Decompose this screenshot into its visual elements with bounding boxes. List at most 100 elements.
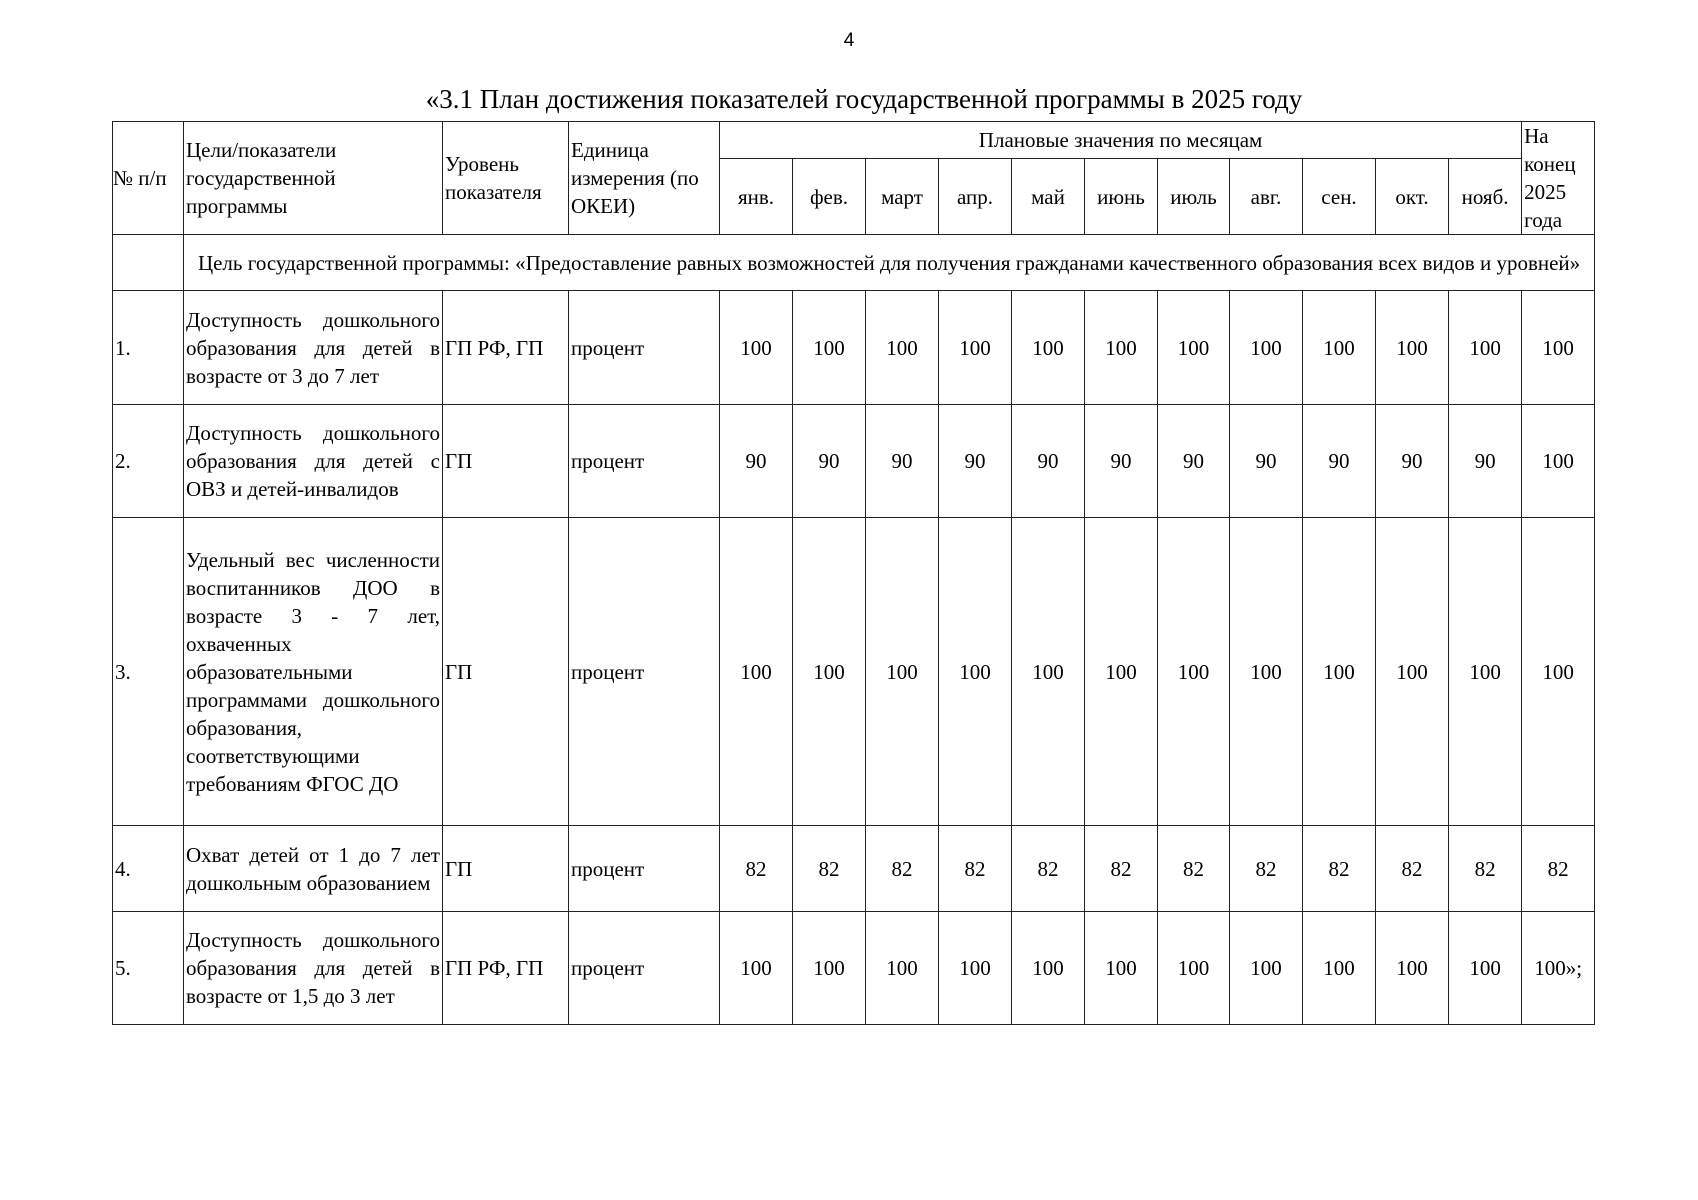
month-value: 100 [792, 290, 866, 405]
goal-row: Цель государственной программы: «Предост… [182, 234, 1596, 291]
month-value: 90 [1229, 404, 1303, 518]
header-month: нояб. [1447, 158, 1523, 235]
year-end-value: 100 [1521, 517, 1596, 826]
month-value: 100 [1157, 290, 1230, 405]
month-value: 100 [1375, 290, 1449, 405]
month-value: 100 [1302, 290, 1376, 405]
table-row: 2. Доступность дошкольного образования дл… [112, 404, 1596, 518]
month-value: 100 [938, 290, 1012, 405]
year-end-value: 100»; [1521, 911, 1596, 1025]
table-row: 5. Доступность дошкольного образования дл… [112, 911, 1596, 1025]
month-value: 82 [792, 825, 866, 912]
month-value: 90 [1375, 404, 1449, 518]
header-month: май [1011, 158, 1085, 235]
header-num: № п/п [112, 121, 184, 235]
year-end-value: 100 [1521, 290, 1596, 405]
month-value: 82 [1375, 825, 1449, 912]
indicator-name: Охват детей от 1 до 7 лет дошкольным обр… [183, 825, 443, 912]
indicator-unit: процент [568, 404, 720, 518]
header-month: авг. [1229, 158, 1303, 235]
indicator-level: ГП [442, 404, 569, 518]
goal-row-num [112, 234, 184, 291]
month-value: 90 [719, 404, 793, 518]
indicator-name: Удельный вес численности воспитанников Д… [183, 517, 443, 826]
month-value: 100 [792, 911, 866, 1025]
month-value: 100 [1375, 911, 1449, 1025]
month-value: 82 [1229, 825, 1303, 912]
indicator-unit: процент [568, 911, 720, 1025]
month-value: 100 [1229, 290, 1303, 405]
header-month: окт. [1375, 158, 1449, 235]
header-month: фев. [792, 158, 866, 235]
page-title: «3.1 План достижения показателей государ… [425, 84, 1303, 114]
month-value: 82 [1447, 825, 1523, 912]
indicator-unit: процент [568, 825, 720, 912]
header-month: апр. [938, 158, 1012, 235]
month-value: 82 [1302, 825, 1376, 912]
row-number: 2. [112, 404, 184, 518]
month-value: 90 [938, 404, 1012, 518]
month-value: 90 [1157, 404, 1230, 518]
month-value: 100 [1229, 517, 1303, 826]
indicator-name: Доступность дошкольного образования для … [183, 911, 443, 1025]
month-value: 100 [1447, 517, 1523, 826]
month-value: 100 [1157, 911, 1230, 1025]
indicator-name: Доступность дошкольного образования для … [183, 404, 443, 518]
month-value: 100 [1302, 517, 1376, 826]
month-value: 90 [792, 404, 866, 518]
header-month: июнь [1084, 158, 1158, 235]
month-value: 82 [719, 825, 793, 912]
month-value: 90 [1084, 404, 1158, 518]
table-row: 1. Доступность дошкольного образования дл… [112, 290, 1596, 405]
header-month: янв. [719, 158, 793, 235]
header-month: июль [1157, 158, 1230, 235]
month-value: 82 [1011, 825, 1085, 912]
row-number: 1. [112, 290, 184, 405]
month-value: 90 [865, 404, 939, 518]
month-value: 90 [1011, 404, 1085, 518]
table-row: 4. Охват детей от 1 до 7 лет дошкольным о… [112, 825, 1596, 912]
month-value: 100 [792, 517, 866, 826]
table-row: 3. Удельный вес численности воспитанников… [112, 517, 1596, 826]
month-value: 100 [1011, 911, 1085, 1025]
row-number: 3. [112, 517, 184, 826]
month-value: 100 [1084, 290, 1158, 405]
month-value: 100 [1084, 911, 1158, 1025]
header-goal: Цели/показатели государственной программ… [183, 121, 443, 235]
month-value: 100 [1157, 517, 1230, 826]
indicator-unit: процент [568, 290, 720, 405]
header-level: Уровень показателя [442, 121, 569, 235]
header-month: март [865, 158, 939, 235]
indicator-name: Доступность дошкольного образования для … [183, 290, 443, 405]
year-end-value: 82 [1521, 825, 1596, 912]
month-value: 90 [1447, 404, 1523, 518]
indicator-level: ГП РФ, ГП [442, 911, 569, 1025]
month-value: 100 [938, 911, 1012, 1025]
month-value: 82 [938, 825, 1012, 912]
header-unit: Единица измерения (по ОКЕИ) [568, 121, 720, 235]
header-end: На конец 2025 года [1521, 121, 1596, 235]
month-value: 100 [865, 290, 939, 405]
indicator-level: ГП РФ, ГП [442, 290, 569, 405]
month-value: 90 [1302, 404, 1376, 518]
month-value: 100 [1011, 290, 1085, 405]
month-value: 100 [1084, 517, 1158, 826]
month-value: 100 [938, 517, 1012, 826]
indicator-unit: процент [568, 517, 720, 826]
month-value: 100 [719, 517, 793, 826]
month-value: 100 [719, 911, 793, 1025]
year-end-value: 100 [1521, 404, 1596, 518]
month-value: 82 [865, 825, 939, 912]
indicators-table: № п/п Цели/показатели государственной пр… [112, 120, 1596, 1025]
month-value: 100 [1011, 517, 1085, 826]
month-value: 100 [719, 290, 793, 405]
header-month: сен. [1302, 158, 1376, 235]
month-value: 100 [1229, 911, 1303, 1025]
row-number: 5. [112, 911, 184, 1025]
indicator-level: ГП [442, 825, 569, 912]
month-value: 100 [865, 911, 939, 1025]
month-value: 100 [1447, 290, 1523, 405]
month-value: 100 [1302, 911, 1376, 1025]
month-value: 82 [1157, 825, 1230, 912]
month-value: 100 [1375, 517, 1449, 826]
